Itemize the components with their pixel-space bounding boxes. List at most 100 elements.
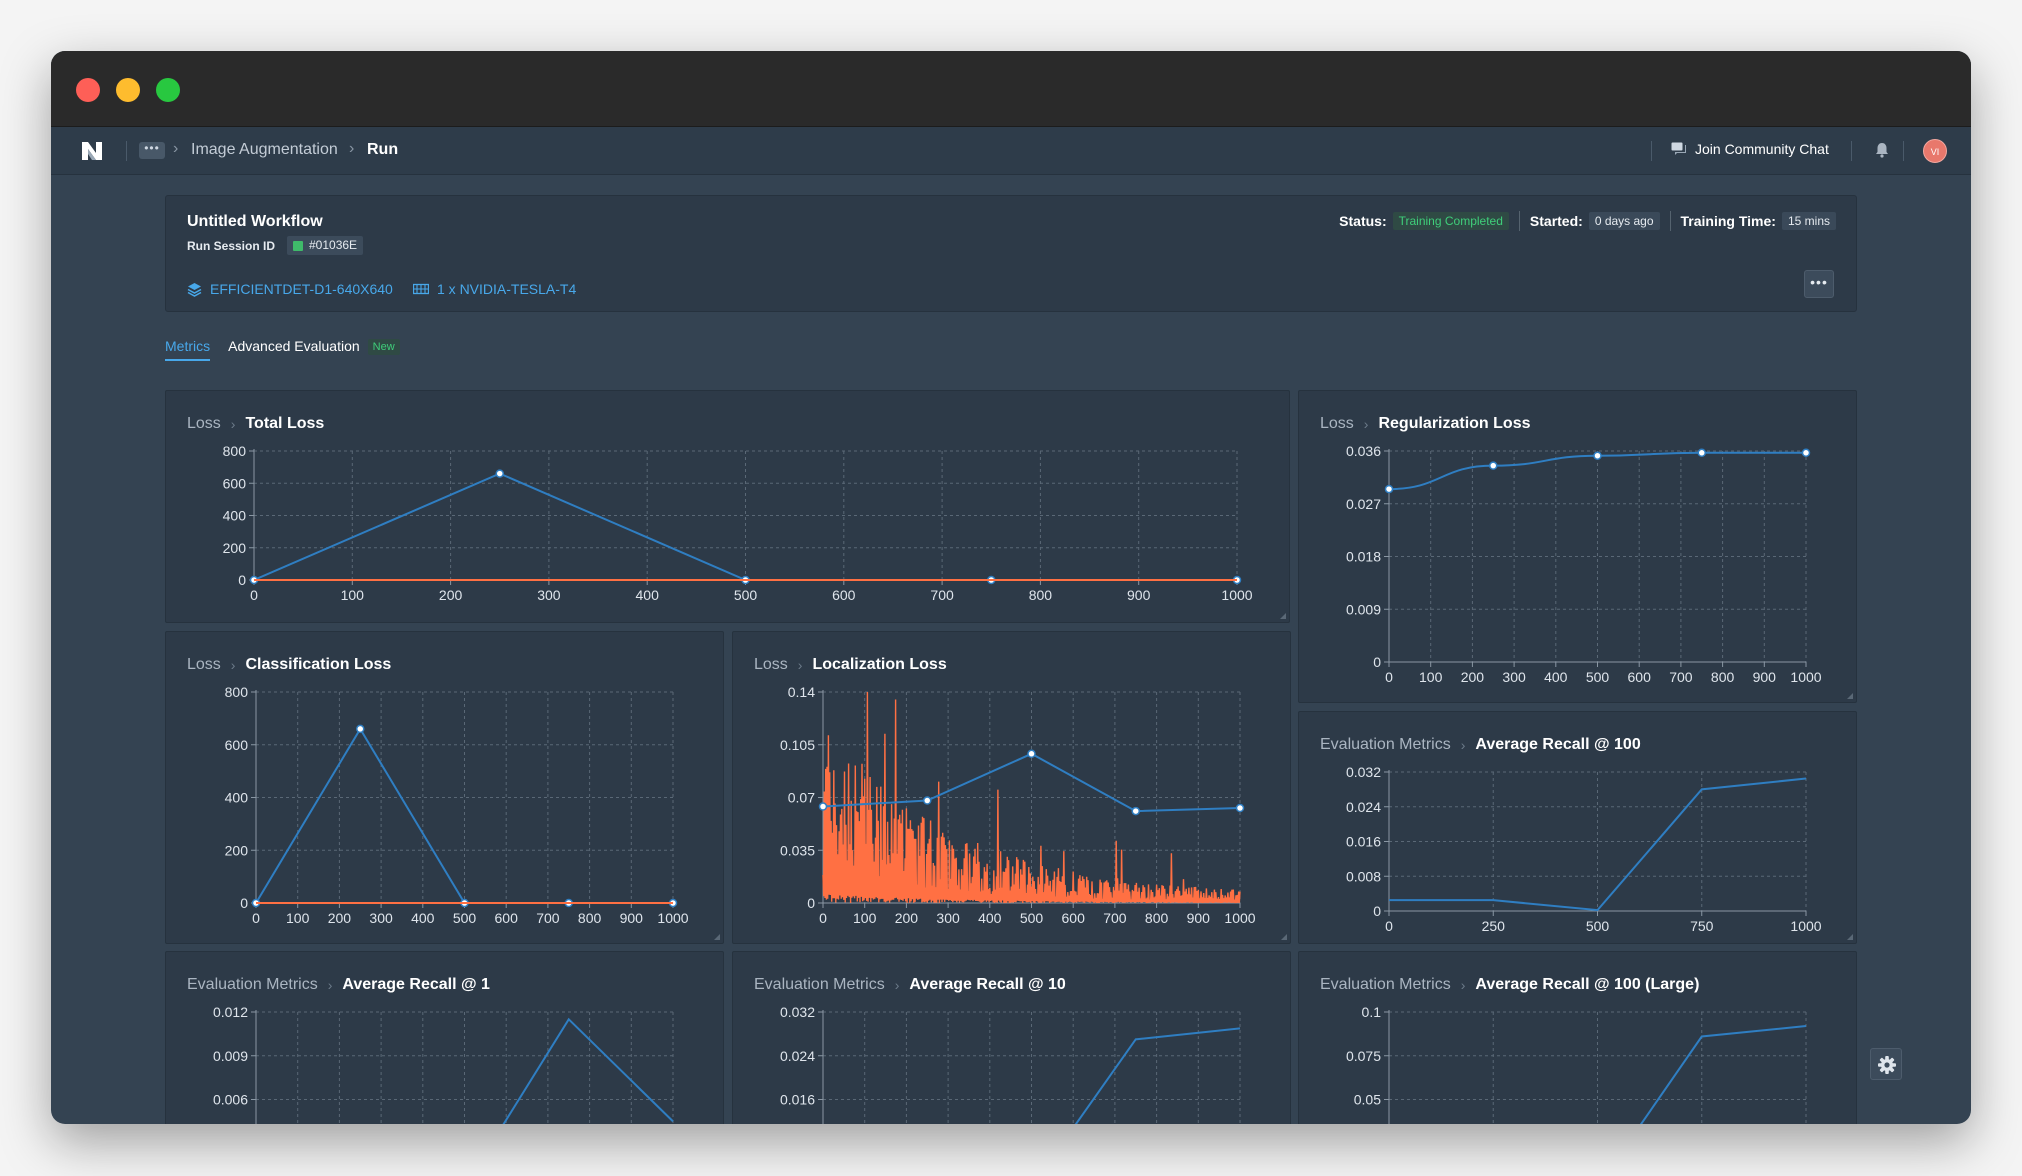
data-point [1801,448,1811,458]
data-point [495,469,504,478]
x-tick-label: 1000 [1224,910,1255,926]
resize-handle[interactable] [714,934,720,940]
series-line [502,1017,674,1124]
y-tick-label: 0.012 [213,1004,248,1020]
new-badge: New [367,339,400,355]
y-tick-label: 0.008 [1346,868,1381,884]
y-tick-label: 400 [225,790,249,806]
chart-title: Regularization Loss [1378,415,1531,432]
maximize-window-button[interactable] [156,78,180,102]
app-logo-icon[interactable] [81,141,103,161]
close-window-button[interactable] [76,78,100,102]
y-tick-label: 800 [225,684,249,700]
chart-panel-classification-loss: Loss › Classification Loss 0 200 400 600 800 0 1… [165,631,724,944]
x-tick-label: 100 [341,587,365,603]
data-point [818,802,828,811]
data-point [1027,749,1036,759]
x-tick-label: 800 [1711,669,1735,685]
status-label: Status: [1339,213,1387,229]
y-tick-label: 0.05 [1354,1092,1381,1108]
x-tick-label: 600 [495,910,519,926]
x-tick-label: 900 [620,910,644,926]
chart-panel-total-loss: Loss › Total Loss 0 200 400 600 800 0 100 200 300 4… [165,390,1290,623]
started-value: 0 days ago [1588,212,1660,230]
chart-title: Average Recall @ 1 [342,976,490,993]
x-tick-label: 700 [1669,669,1693,685]
x-tick-label: 100 [286,910,310,926]
chart-panel-average-recall-1: Evaluation Metrics › Average Recall @ 1 0.… [165,951,724,1124]
x-tick-label: 300 [1502,669,1526,685]
x-tick-label: 500 [734,587,758,603]
status-divider [1518,211,1520,231]
resize-handle[interactable] [1280,613,1286,619]
model-link[interactable]: EFFICIENTDET-D1-640X640 [187,281,393,297]
x-tick-label: 500 [1586,669,1610,685]
y-tick-label: 200 [223,540,247,556]
training-time-value: 15 mins [1781,212,1836,230]
settings-button[interactable] [1870,1048,1902,1080]
x-tick-label: 750 [1690,918,1714,934]
breadcrumb-item-run: Run [367,141,399,158]
x-tick-label: 700 [930,587,954,603]
minimize-window-button[interactable] [116,78,140,102]
started-label: Started: [1529,213,1583,229]
resize-handle[interactable] [1281,934,1287,940]
chart-panel-average-recall-100-large: Evaluation Metrics › Average Recall @ 100 … [1298,951,1857,1124]
header-divider [1651,141,1652,161]
y-tick-label: 0 [1373,654,1381,670]
data-point [1489,461,1498,470]
y-tick-label: 0.036 [1346,443,1381,459]
series-line [1639,1025,1807,1124]
chat-icon [1671,142,1686,155]
x-tick-label: 900 [1187,910,1211,926]
session-color-icon [293,240,303,251]
tab-metrics[interactable]: Metrics [165,338,211,361]
series-line [255,726,673,904]
user-avatar[interactable]: VI [1923,139,1947,163]
y-tick-label: 0.035 [780,842,815,858]
x-tick-label: 200 [439,587,463,603]
y-tick-label: 0.018 [1346,549,1381,565]
x-tick-label: 500 [1586,918,1610,934]
title-bar [51,51,1971,127]
x-tick-label: 1000 [1221,587,1252,603]
chart-title: Total Loss [245,415,325,432]
chart-group-label: Loss [754,656,788,673]
gpu-link[interactable]: 1 x NVIDIA-TESLA-T4 [413,281,576,297]
y-tick-label: 0.016 [780,1092,815,1108]
app-header: ••• › Image Augmentation › Run Join Comm… [51,127,1971,175]
resize-handle[interactable] [1847,693,1853,699]
run-status-row: Status: Training Completed Started: 0 da… [1339,211,1836,231]
chart-title: Average Recall @ 100 (Large) [1475,976,1700,993]
data-point [1235,803,1245,813]
y-tick-label: 800 [223,443,247,459]
chart-title: Classification Loss [245,656,392,673]
training-time-label: Training Time: [1680,213,1776,229]
x-tick-label: 500 [1020,910,1044,926]
breadcrumb-chevron-icon: › [173,140,179,157]
x-tick-label: 600 [1062,910,1086,926]
chart-group-label: Evaluation Metrics [754,976,885,993]
x-tick-label: 1000 [657,910,688,926]
localization-loss-chart: 0 0.035 0.07 0.105 0.14 0 100 200 300 400 500 600 70… [780,684,1256,926]
series-line [1389,777,1807,912]
x-tick-label: 600 [832,587,856,603]
breadcrumb-more-button[interactable]: ••• [139,142,165,159]
chart-title: Average Recall @ 100 [1475,736,1641,753]
y-tick-label: 600 [225,737,249,753]
x-tick-label: 200 [1461,669,1485,685]
resize-handle[interactable] [1847,934,1853,940]
chart-group-label: Loss [1320,415,1354,432]
x-tick-label: 0 [250,587,258,603]
breadcrumb-item-image-augmentation[interactable]: Image Augmentation [191,141,338,158]
gpu-name: 1 x NVIDIA-TESLA-T4 [437,281,577,297]
data-point [1384,484,1394,494]
chevron-right-icon: › [1460,977,1466,993]
y-tick-label: 0.1 [1362,1004,1382,1020]
y-tick-label: 0 [1373,903,1381,919]
bell-icon[interactable] [1873,141,1891,159]
run-more-options-button[interactable]: ••• [1804,270,1834,298]
tab-advanced-evaluation[interactable]: Advanced Evaluation [228,338,360,354]
join-community-chat-button[interactable]: Join Community Chat [1671,141,1829,157]
